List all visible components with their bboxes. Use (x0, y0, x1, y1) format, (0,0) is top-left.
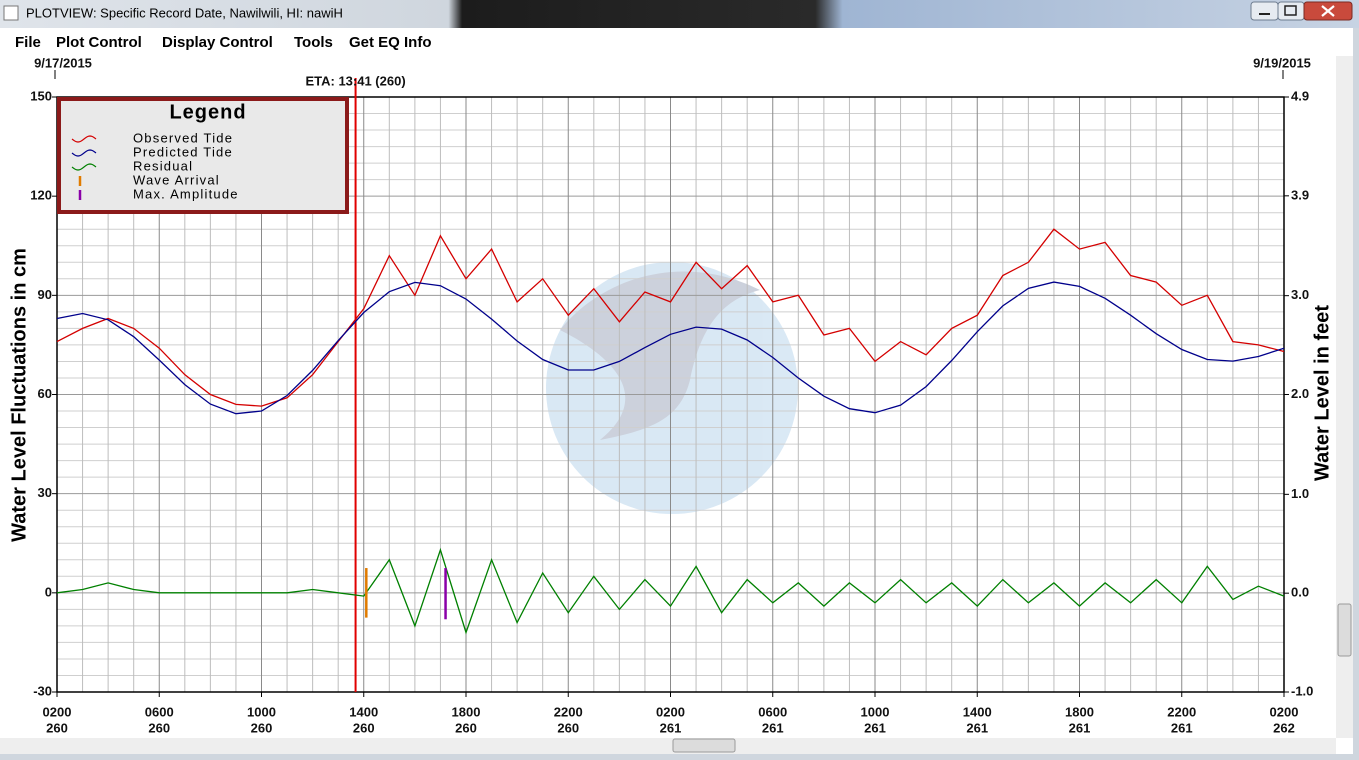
horizontal-scrollbar[interactable] (0, 738, 1336, 754)
x-tick-label: 1400 (349, 704, 378, 719)
y2-tick-label: 3.9 (1291, 187, 1309, 202)
title-bar (0, 0, 1359, 28)
legend-symbol (71, 163, 97, 171)
window-frame (1353, 28, 1359, 760)
y-tick-label: -30 (33, 683, 52, 698)
window-frame (0, 754, 1359, 760)
series-line (56, 228, 1285, 407)
plot: -30 0 30 60 90 120 150 -1.0 0.0 1.0 2.0 3.0 3.9 4.9 02… (30, 73, 1313, 735)
x-tick-day: 260 (251, 720, 273, 735)
x-tick-label: 2200 (1167, 704, 1196, 719)
x-tick-day: 261 (864, 720, 886, 735)
legend-box (57, 97, 349, 214)
menu: File Plot Control Display Control Tools Get … (15, 34, 432, 51)
window-title: PLOTVIEW: Specific Record Date, Nawilwil… (26, 5, 343, 20)
y2-tick-label: -1.0 (1291, 683, 1313, 698)
y2-tick-label: 4.9 (1291, 88, 1309, 103)
menu-item[interactable]: Get EQ Info (349, 34, 432, 51)
y2-axis-label: Water Level in feet (1311, 305, 1333, 481)
series-line (56, 281, 1285, 415)
eta-label: ETA: 13:41 (260) (305, 73, 405, 88)
vertical-scroll-thumb[interactable] (1337, 603, 1352, 657)
horizontal-scroll-thumb[interactable] (672, 738, 736, 753)
y-tick-label: 90 (38, 287, 52, 302)
x-tick-day: 262 (1273, 720, 1295, 735)
y-tick-label: 150 (30, 88, 52, 103)
y-tick-label: 120 (30, 188, 52, 203)
y2-tick-label: 3.0 (1291, 287, 1309, 302)
y-tick-label: 30 (38, 485, 52, 500)
end-date: 9/19/2015 (1253, 55, 1311, 70)
y-axis-label: Water Level Fluctuations in cm (8, 248, 30, 542)
start-date: 9/17/2015 (34, 55, 92, 70)
x-tick-label: 1400 (963, 704, 992, 719)
x-tick-label: 2200 (554, 704, 583, 719)
close-glyph (1321, 5, 1335, 17)
menu-item[interactable]: Tools (294, 34, 333, 51)
x-tick-day: 261 (966, 720, 988, 735)
y-tick-label: 0 (45, 584, 52, 599)
legend-title: Legend (169, 101, 246, 123)
menu-item[interactable]: File (15, 34, 41, 51)
minimize-button[interactable] (1250, 1, 1279, 21)
x-tick-day: 260 (46, 720, 68, 735)
x-tick-label: 0200 (1270, 704, 1299, 719)
maximize-button[interactable] (1277, 1, 1305, 21)
menu-item[interactable]: Display Control (162, 34, 273, 51)
menu-item[interactable]: Plot Control (56, 34, 142, 51)
x-tick-day: 260 (148, 720, 170, 735)
x-tick-label: 0600 (145, 704, 174, 719)
x-tick-day: 261 (660, 720, 682, 735)
x-tick-label: 1000 (247, 704, 276, 719)
plot-frame (56, 96, 1285, 693)
x-tick-label: 0200 (43, 704, 72, 719)
x-tick-day: 261 (762, 720, 784, 735)
legend-label: Max. Amplitude (133, 186, 239, 201)
legend-label: Observed Tide (133, 130, 233, 145)
menu-bar (0, 28, 1359, 56)
x-tick-label: 0200 (656, 704, 685, 719)
legend-label: Wave Arrival (133, 172, 220, 187)
y2-tick-label: 2.0 (1291, 386, 1309, 401)
maximize-glyph (1284, 5, 1297, 16)
x-tick-label: 1800 (1065, 704, 1094, 719)
x-tick-day: 260 (455, 720, 477, 735)
x-tick-label: 1800 (452, 704, 481, 719)
series-line (56, 547, 1285, 635)
x-tick-label: 1000 (861, 704, 890, 719)
legend-symbol (71, 149, 97, 157)
x-tick-day: 260 (353, 720, 375, 735)
x-tick-day: 260 (557, 720, 579, 735)
x-tick-day: 261 (1069, 720, 1091, 735)
y2-tick-label: 0.0 (1291, 585, 1309, 600)
y2-tick-label: 1.0 (1291, 486, 1309, 501)
app-icon (3, 5, 19, 21)
legend-symbol (71, 135, 97, 143)
y-tick-label: 60 (38, 386, 52, 401)
x-tick-day: 261 (1171, 720, 1193, 735)
legend-label: Predicted Tide (133, 144, 233, 159)
legend-label: Residual (133, 158, 193, 173)
watermark-logo (546, 262, 798, 514)
x-tick-label: 0600 (758, 704, 787, 719)
vertical-scrollbar[interactable] (1336, 56, 1353, 738)
